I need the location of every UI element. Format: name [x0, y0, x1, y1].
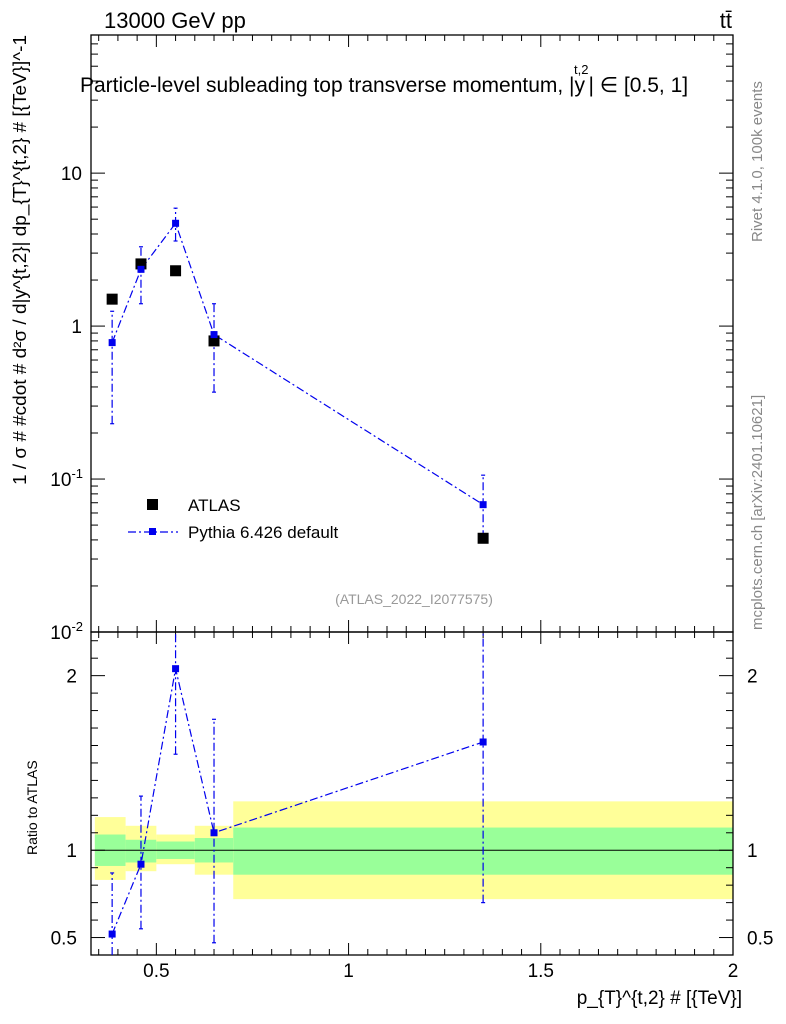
x-tick-label: 2	[728, 961, 739, 982]
x-tick-label: 1.5	[528, 961, 554, 982]
ratio-y-tick-label-right: 0.5	[747, 929, 773, 950]
ratio-panel: 0.5 1 1.5 2 0.5 0.5 1 1 2 2	[51, 631, 773, 982]
rivet-label: Rivet 4.1.0, 100k events	[749, 81, 766, 242]
process-label: tt̄	[720, 8, 732, 33]
data-point	[170, 265, 182, 277]
mcplots-label: mcplots.cern.ch [arXiv:2401.10621]	[749, 395, 766, 630]
data-point	[208, 335, 220, 347]
xlabel: p_{T}^{t,2} # [{TeV}]	[577, 988, 742, 1009]
title-sup: t,2	[574, 62, 588, 77]
title-range: | ∈ [0.5, 1]	[588, 74, 688, 97]
mc-point	[479, 501, 487, 509]
energy-label: 13000 GeV pp	[104, 8, 246, 33]
ratio-frame	[90, 631, 734, 956]
ratio-mc-point	[172, 665, 180, 673]
x-tick-label: 1	[343, 961, 354, 982]
mc-point	[210, 331, 218, 339]
legend-mc-label: Pythia 6.426 default	[188, 523, 339, 542]
mc-point	[172, 219, 180, 227]
mc-point	[108, 339, 116, 347]
ratio-y-tick-label-left: 2	[66, 667, 77, 688]
ratio-y-tick-label-left: 1	[66, 841, 77, 862]
ratio-mc-point	[108, 930, 116, 938]
legend-data-marker	[147, 499, 158, 510]
data-point	[477, 532, 489, 544]
legend: ATLAS Pythia 6.426 default	[128, 496, 339, 542]
title-var: y	[575, 74, 586, 97]
main-frame	[90, 34, 734, 633]
chart-title: Particle-level subleading top transverse…	[80, 62, 688, 97]
ratio-mc-point	[210, 829, 218, 837]
ratio-y-tick-label-right: 2	[747, 667, 758, 688]
y-tick-label: 10	[61, 164, 82, 185]
mc-line	[111, 222, 484, 506]
legend-data-label: ATLAS	[188, 496, 241, 515]
ratio-mc-point	[479, 738, 487, 746]
ratio-ylabel: Ratio to ATLAS	[24, 760, 40, 855]
y-tick-label: 10-1	[50, 466, 83, 491]
y-tick-label: 1	[71, 317, 82, 338]
data-point	[106, 293, 118, 305]
data-point	[135, 258, 147, 270]
analysis-id: (ATLAS_2022_I2077575)	[335, 591, 493, 607]
main-ylabel: 1 / σ # #cdot # d²σ / d|y^{t,2}| dp_{T}^…	[10, 35, 31, 485]
ratio-mc-point	[137, 860, 145, 868]
y-tick-label: 10-2	[50, 619, 83, 644]
title-main: Particle-level subleading top transverse…	[80, 74, 575, 97]
x-tick-label: 0.5	[143, 961, 169, 982]
legend-mc-marker	[149, 528, 156, 535]
ratio-y-tick-label-left: 0.5	[51, 929, 77, 950]
mc-point	[137, 265, 145, 273]
ratio-band-inner	[125, 839, 157, 863]
ratio-y-tick-label-right: 1	[747, 841, 758, 862]
